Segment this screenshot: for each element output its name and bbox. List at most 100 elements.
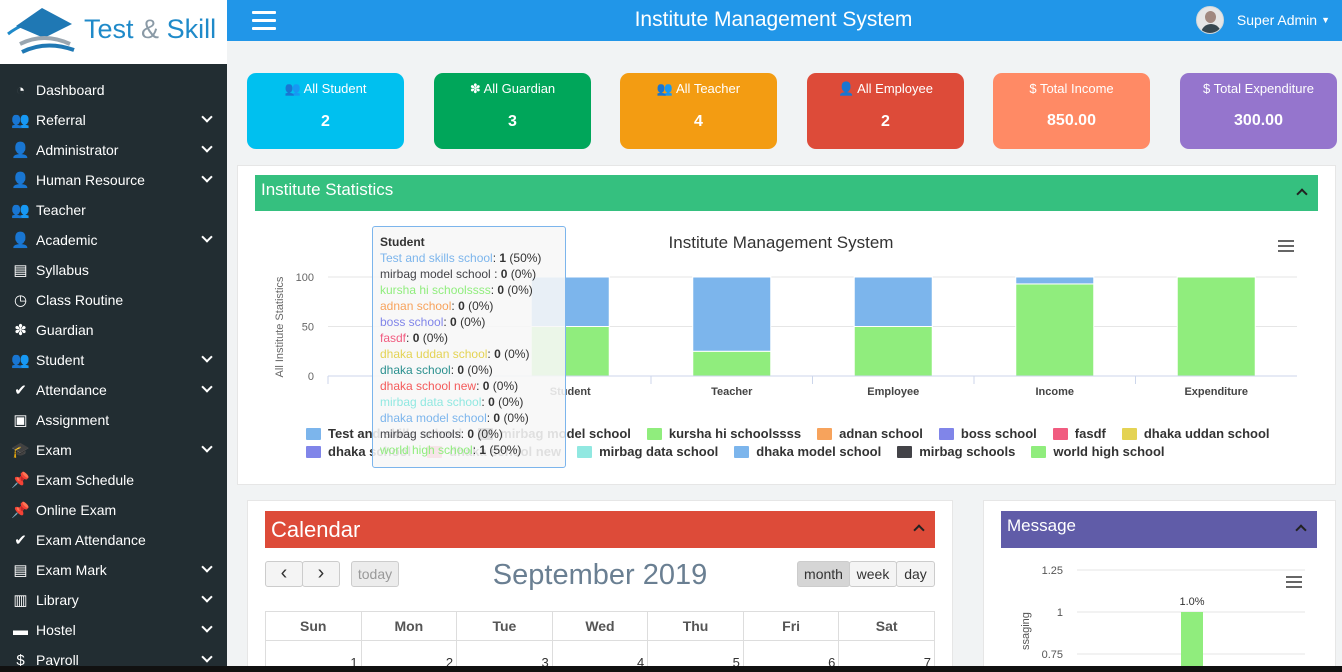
tooltip-value: 0 bbox=[493, 411, 501, 425]
sidebar-item-exam-mark[interactable]: ▤ Exam Mark bbox=[0, 555, 227, 585]
legend-item[interactable]: mirbag schools bbox=[897, 444, 1015, 459]
sidebar-item-exam[interactable]: 🎓 Exam bbox=[0, 435, 227, 465]
user-menu[interactable]: Super Admin ▼ bbox=[1195, 6, 1330, 34]
x-tick-label: Employee bbox=[867, 386, 919, 398]
taskbar bbox=[0, 666, 1342, 672]
sidebar-item-online-exam[interactable]: 📌 Online Exam bbox=[0, 495, 227, 525]
sidebar-item-label: Referral bbox=[36, 112, 86, 128]
stat-card-label: 👤 All Employee bbox=[807, 81, 964, 97]
dollar-icon: $ bbox=[1029, 81, 1037, 96]
sidebar-item-student[interactable]: 👥 Student bbox=[0, 345, 227, 375]
sidebar-item-administrator[interactable]: 👤 Administrator bbox=[0, 135, 227, 165]
stat-card-all-guardian[interactable]: ✽ All Guardian 3 bbox=[434, 73, 591, 149]
chevron-down-icon bbox=[201, 621, 213, 633]
calendar-day-cell[interactable]: 4 bbox=[551, 640, 649, 671]
sidebar-item-referral[interactable]: 👥 Referral bbox=[0, 105, 227, 135]
stat-label: All Student bbox=[303, 81, 367, 96]
legend-swatch bbox=[306, 445, 321, 458]
chart-menu-icon[interactable] bbox=[1278, 240, 1294, 255]
sidebar-item-attendance[interactable]: ✔ Attendance bbox=[0, 375, 227, 405]
legend-item[interactable]: dhaka model school bbox=[734, 444, 881, 459]
sidebar-item-exam-schedule[interactable]: 📌 Exam Schedule bbox=[0, 465, 227, 495]
sidebar-item-label: Guardian bbox=[36, 322, 94, 338]
tooltip-percent: (0%) bbox=[510, 267, 537, 281]
chart-title: Institute Management System bbox=[669, 233, 894, 252]
message-panel-header: Message bbox=[1001, 511, 1317, 548]
stat-card-all-employee[interactable]: 👤 All Employee 2 bbox=[807, 73, 964, 149]
tooltip-row: kursha hi schoolssss: 0 (0%) bbox=[380, 283, 533, 297]
bar-segment bbox=[853, 326, 933, 377]
stat-card-total-expenditure[interactable]: $ Total Expenditure 300.00 bbox=[1180, 73, 1337, 149]
tooltip-percent: (0%) bbox=[492, 379, 519, 393]
tooltip-value: 0 bbox=[450, 315, 457, 329]
legend-item[interactable]: dhaka uddan school bbox=[1121, 426, 1270, 441]
legend-item[interactable]: boss school bbox=[938, 426, 1037, 441]
view-month-button[interactable]: month bbox=[797, 561, 850, 587]
sidebar-item-label: Exam Mark bbox=[36, 562, 107, 578]
sidebar-item-label: Exam bbox=[36, 442, 72, 458]
chevron-down-icon bbox=[201, 381, 213, 393]
app-title: Institute Management System bbox=[634, 8, 913, 31]
view-day-button[interactable]: day bbox=[896, 561, 935, 587]
tooltip-series: fasdf bbox=[380, 331, 407, 345]
sidebar-item-exam-attendance[interactable]: ✔ Exam Attendance bbox=[0, 525, 227, 555]
tooltip-value: 0 bbox=[494, 347, 501, 361]
legend-item[interactable]: mirbag data school bbox=[577, 444, 718, 459]
stat-card-all-teacher[interactable]: 👥 All Teacher 4 bbox=[620, 73, 777, 149]
tooltip-value: 0 bbox=[482, 379, 490, 393]
legend-swatch bbox=[897, 445, 913, 458]
sidebar-item-library[interactable]: ▥ Library bbox=[0, 585, 227, 615]
tooltip-percent: (50%) bbox=[489, 443, 522, 457]
user-name: Super Admin bbox=[1236, 12, 1318, 28]
view-week-button[interactable]: week bbox=[849, 561, 897, 587]
collapse-icon[interactable] bbox=[913, 524, 925, 536]
users-icon: 👥 bbox=[11, 112, 30, 129]
sidebar-item-assignment[interactable]: ▣ Assignment bbox=[0, 405, 227, 435]
sidebar-item-syllabus[interactable]: ▤ Syllabus bbox=[0, 255, 227, 285]
tooltip-series: Test and skills school bbox=[380, 251, 493, 265]
calendar-day-cell[interactable]: 5 bbox=[647, 640, 744, 671]
legend-item[interactable]: kursha hi schoolssss bbox=[646, 426, 801, 441]
sidebar-item-class-routine[interactable]: ◷ Class Routine bbox=[0, 285, 227, 315]
stat-card-all-student[interactable]: 👥 All Student 2 bbox=[247, 73, 404, 149]
today-button[interactable]: today bbox=[351, 561, 399, 587]
sidebar-item-label: Assignment bbox=[36, 412, 110, 428]
tooltip-value: 1 bbox=[479, 443, 487, 457]
sidebar-item-dashboard[interactable]: ◔ Dashboard bbox=[0, 75, 227, 105]
message-chart-menu-icon[interactable] bbox=[1286, 576, 1302, 591]
sidebar-item-academic[interactable]: 👤 Academic bbox=[0, 225, 227, 255]
sidebar-item-human-resource[interactable]: 👤 Human Resource bbox=[0, 165, 227, 195]
prev-month-button[interactable]: ‹ bbox=[265, 561, 303, 587]
sidebar-item-payroll[interactable]: $ Payroll bbox=[0, 645, 227, 672]
tooltip-row: dhaka uddan school: 0 (0%) bbox=[380, 347, 530, 361]
logo-area[interactable]: Test & Skill bbox=[0, 0, 227, 64]
sidebar-item-label: Human Resource bbox=[36, 172, 145, 188]
tooltip-percent: (50%) bbox=[509, 251, 542, 265]
next-month-button[interactable]: › bbox=[302, 561, 340, 587]
stat-card-label: 👥 All Teacher bbox=[620, 81, 777, 97]
tooltip-row: dhaka school: 0 (0%) bbox=[380, 363, 493, 377]
sidebar-item-guardian[interactable]: ✽ Guardian bbox=[0, 315, 227, 345]
chevron-down-icon bbox=[201, 351, 213, 363]
menu-toggle-icon[interactable] bbox=[252, 11, 276, 31]
legend-item[interactable]: fasdf bbox=[1052, 426, 1106, 441]
caret-down-icon: ▼ bbox=[1321, 15, 1330, 25]
sidebar-item-hostel[interactable]: ▬ Hostel bbox=[0, 615, 227, 645]
x-tick-label: Expenditure bbox=[1184, 386, 1248, 398]
calendar-day-cell[interactable]: 2 bbox=[360, 640, 458, 671]
x-tick-label: Income bbox=[1035, 386, 1074, 398]
collapse-icon[interactable] bbox=[1295, 524, 1307, 536]
user-icon: 👤 bbox=[11, 142, 30, 159]
tooltip-series: world high school bbox=[380, 443, 473, 457]
chevron-down-icon bbox=[201, 111, 213, 123]
tooltip-percent: (0%) bbox=[467, 363, 493, 377]
tooltip-value: 0 bbox=[467, 427, 475, 441]
graduation-cap-icon: 🎓 bbox=[11, 442, 30, 459]
sidebar-item-label: Hostel bbox=[36, 622, 76, 638]
legend-label: mirbag data school bbox=[599, 444, 719, 459]
sidebar-item-teacher[interactable]: 👥 Teacher bbox=[0, 195, 227, 225]
stat-card-total-income[interactable]: $ Total Income 850.00 bbox=[993, 73, 1150, 149]
legend-item[interactable]: adnan school bbox=[817, 426, 923, 441]
legend-item[interactable]: world high school bbox=[1031, 444, 1165, 459]
collapse-icon[interactable] bbox=[1296, 188, 1308, 200]
